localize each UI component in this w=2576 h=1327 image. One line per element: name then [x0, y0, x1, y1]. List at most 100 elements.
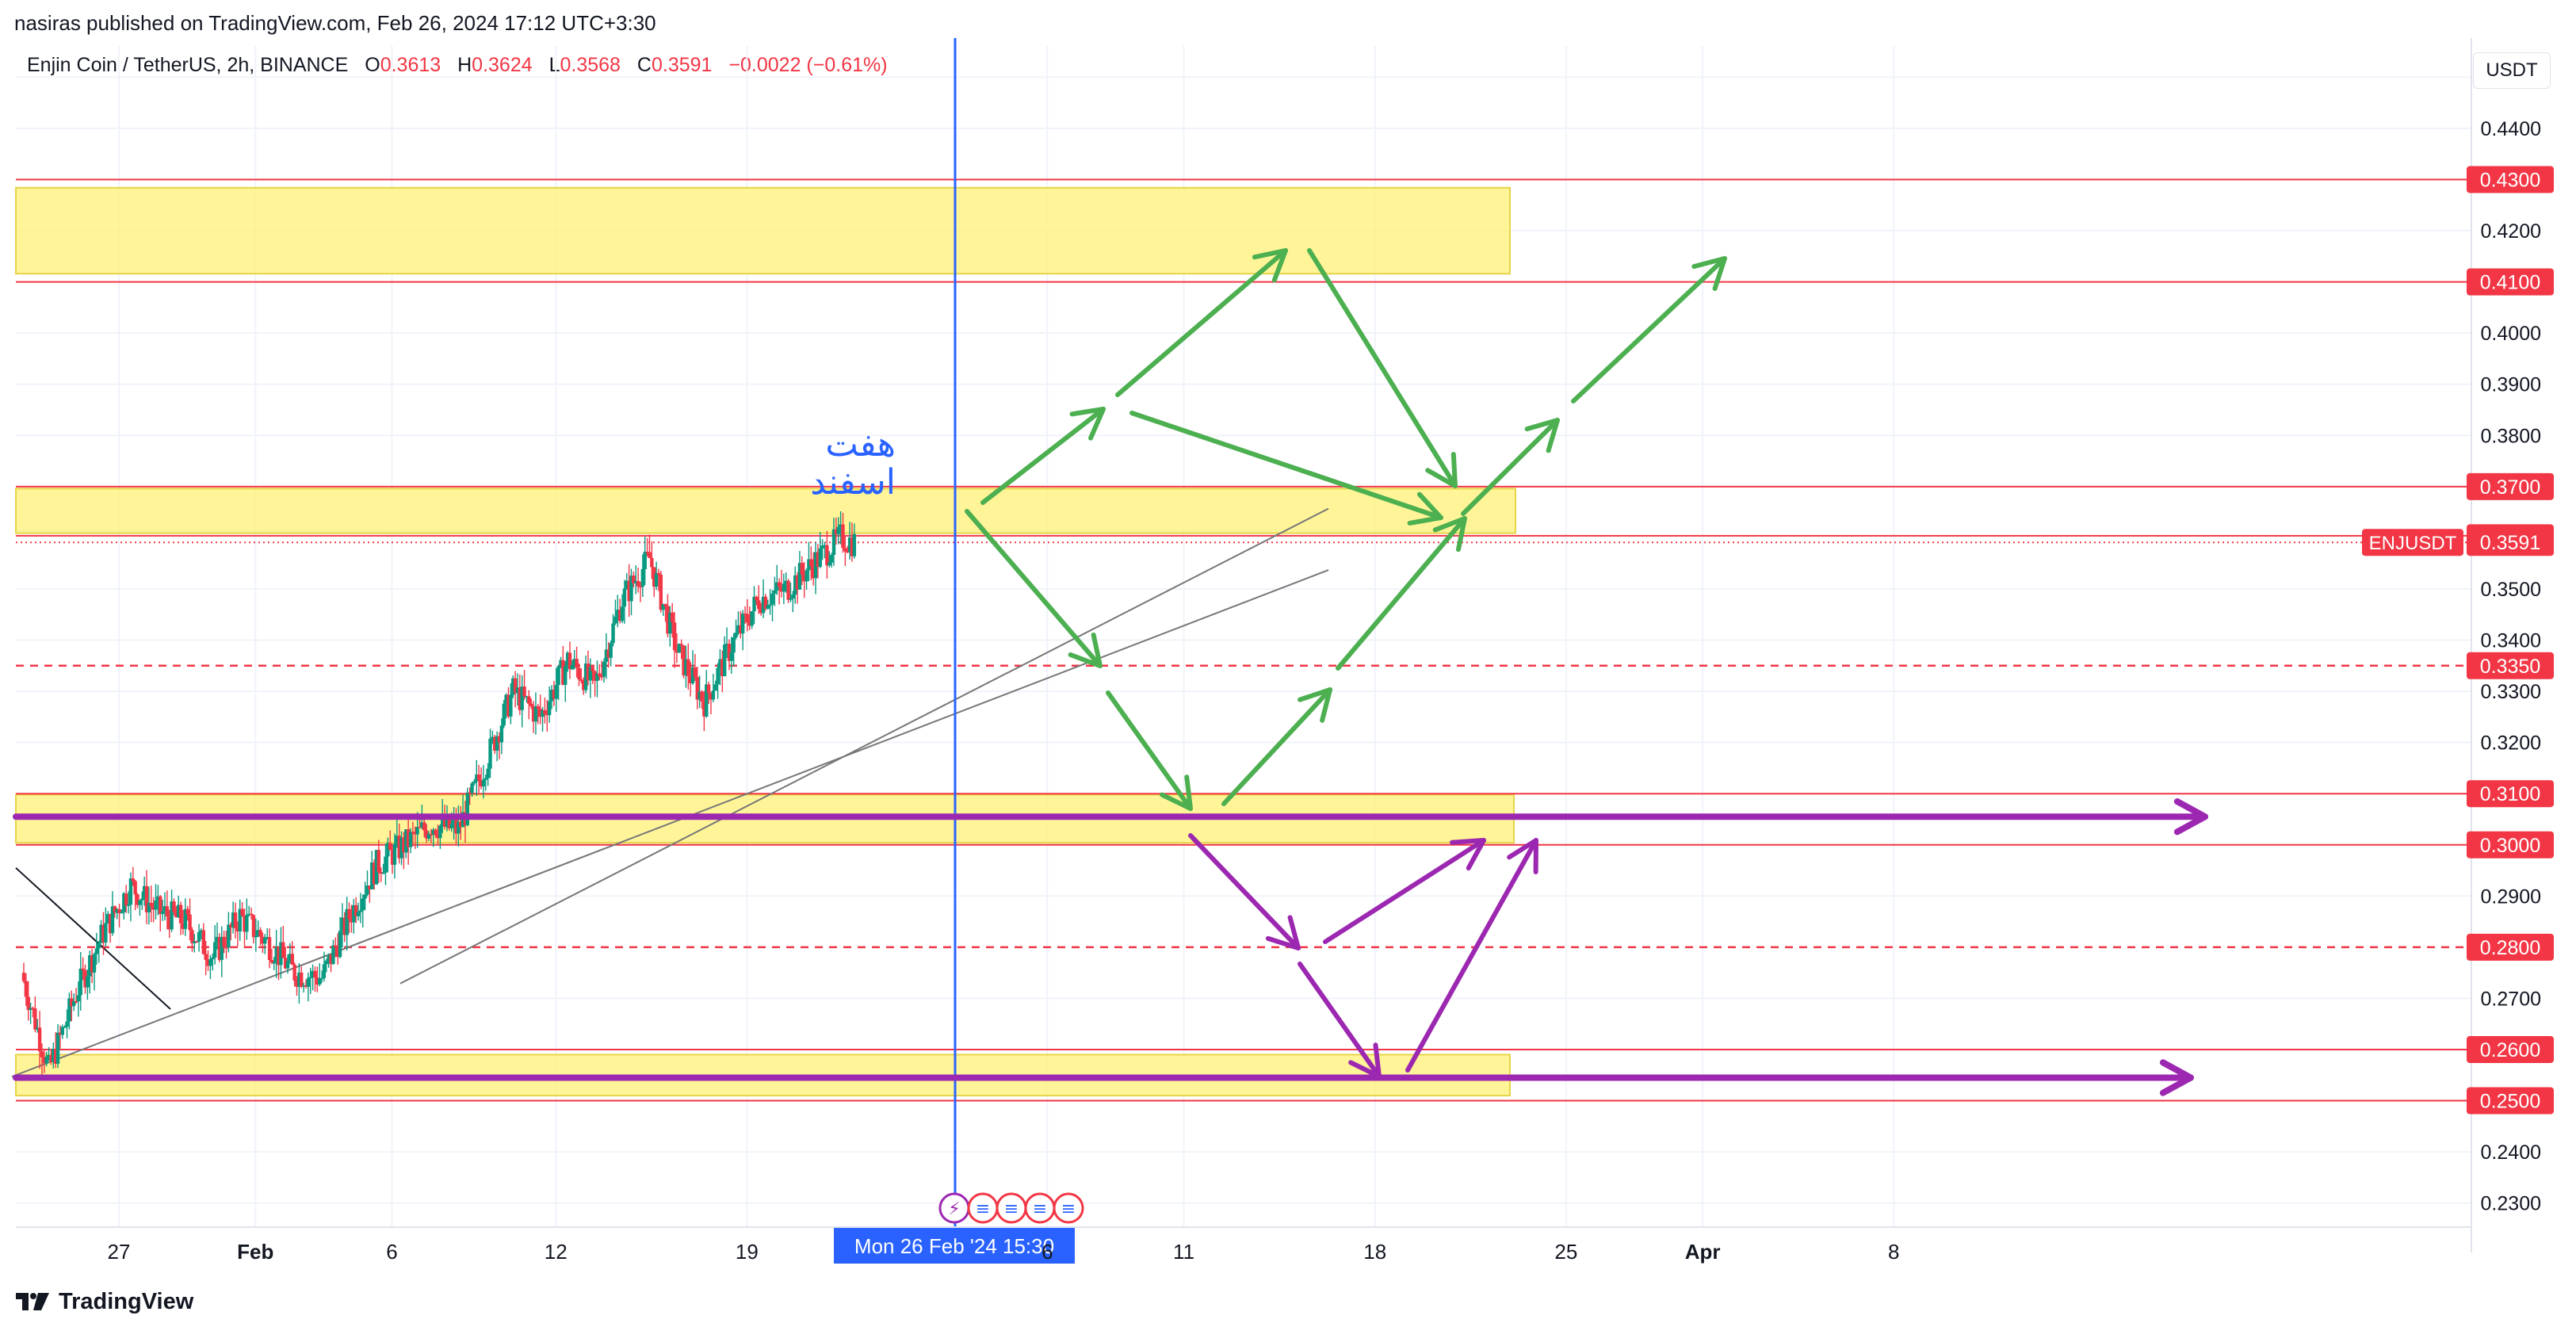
candle-body: [71, 1000, 76, 1007]
candle-body: [843, 548, 847, 552]
candle-body: [556, 666, 560, 686]
candle-body: [272, 962, 276, 964]
candle-body: [340, 917, 345, 931]
candle-body: [811, 566, 816, 579]
price-tag: [2467, 652, 2554, 679]
candle-body: [33, 1008, 37, 1030]
price-tick-label: 0.2300: [2481, 1193, 2541, 1215]
candle-body: [122, 893, 126, 912]
candle-body: [645, 551, 649, 553]
candle-body: [797, 563, 802, 590]
candle-body: [279, 942, 283, 966]
candle-body: [97, 943, 101, 949]
candle-body: [384, 856, 388, 873]
candle-body: [816, 552, 820, 568]
candle-body: [782, 583, 786, 592]
annotation-text: هفت: [825, 424, 896, 465]
time-tick-label: 8: [1888, 1240, 1899, 1264]
candle-body: [138, 900, 142, 905]
candle-body: [131, 878, 135, 881]
price-tag-label: 0.3591: [2480, 532, 2540, 554]
candle-body: [690, 667, 695, 683]
candle-body: [442, 816, 447, 828]
candle-body: [745, 614, 750, 623]
candle-body: [775, 582, 779, 591]
candle-body: [475, 774, 479, 782]
candle-body: [522, 686, 526, 697]
crosshair-tag-bg: [834, 1227, 1075, 1264]
purple-arrow-head: [1450, 838, 1486, 871]
candle-body: [586, 664, 590, 681]
price-tag-label: 0.3000: [2480, 835, 2540, 857]
candle-body: [602, 661, 606, 677]
candle-body: [449, 824, 453, 828]
candle-body: [698, 691, 701, 700]
candle-body: [220, 936, 224, 960]
candle-body: [805, 570, 808, 582]
candle-body: [720, 659, 724, 676]
candle-body: [777, 582, 782, 587]
candle-body: [174, 912, 178, 918]
candle-body: [167, 916, 171, 930]
candle-body: [358, 910, 363, 912]
candle-body: [136, 894, 140, 905]
currency-selector[interactable]: USDT: [2473, 52, 2551, 89]
candle-body: [233, 912, 238, 929]
candle-body: [752, 596, 756, 612]
candle-body: [110, 906, 115, 934]
candle-body: [408, 832, 413, 847]
candle-body: [124, 893, 128, 906]
candle-body: [800, 563, 805, 575]
green-arrow-head: [1069, 407, 1106, 441]
candle-body: [525, 696, 529, 698]
candle-body: [142, 885, 147, 899]
candle-body: [42, 1057, 47, 1064]
candle-body: [206, 959, 210, 966]
candle-body: [254, 935, 258, 938]
candle-body: [659, 575, 663, 610]
green-arrow: [1571, 256, 1727, 403]
trendlines: [11, 507, 1329, 1078]
candle-body: [533, 706, 538, 722]
candle-body: [263, 938, 267, 944]
candle-body: [63, 1027, 67, 1028]
candle-body: [740, 613, 745, 634]
candle-body: [789, 598, 793, 600]
candle-body: [632, 576, 636, 583]
candle-body: [215, 936, 220, 943]
candle-body: [543, 709, 547, 714]
green-arrow: [1336, 516, 1467, 671]
trendline-short: [399, 507, 1329, 985]
candle-body: [240, 908, 244, 916]
candle-body: [345, 908, 349, 935]
candle-body: [834, 529, 839, 535]
candle-body: [92, 954, 97, 973]
candle-body: [292, 964, 296, 981]
candle-body: [361, 898, 365, 911]
candle-body: [117, 908, 121, 914]
candle-body: [447, 814, 452, 828]
candle-body: [160, 911, 165, 915]
sr-zone: [15, 186, 1511, 275]
candle-body: [81, 968, 85, 971]
candle-body: [559, 660, 563, 667]
candle-body: [277, 946, 281, 966]
candle-body: [672, 622, 677, 651]
symbol-title[interactable]: Enjin Coin / TetherUS, 2h, BINANCE: [27, 54, 349, 76]
footer: TradingView: [14, 1286, 193, 1317]
candle-body: [611, 623, 615, 644]
candle-body: [711, 690, 716, 700]
candle-body: [527, 696, 531, 704]
candle-body: [668, 612, 672, 634]
candle-body: [261, 936, 265, 944]
candle-body: [595, 673, 599, 681]
candle-body: [813, 552, 818, 579]
candle-body: [26, 996, 30, 1011]
candle-body: [313, 970, 317, 978]
candle-body: [379, 872, 383, 874]
candle-body: [579, 679, 583, 681]
candle-body: [356, 912, 361, 916]
candle-body: [766, 605, 770, 609]
projection-arrows: [13, 248, 2208, 1096]
